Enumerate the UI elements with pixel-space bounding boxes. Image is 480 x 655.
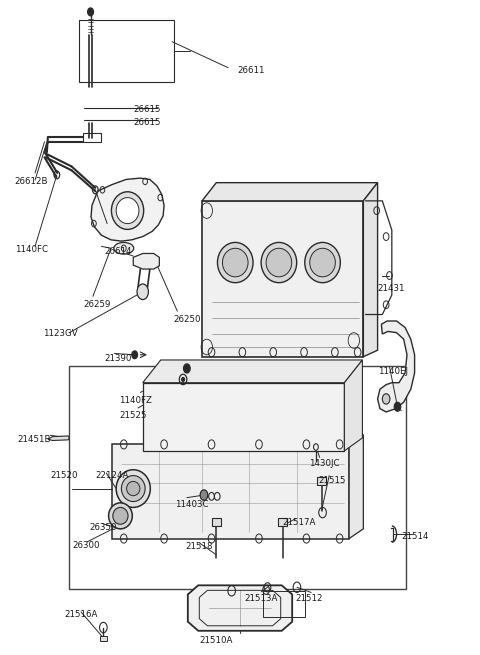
Text: 26612B: 26612B <box>14 177 48 186</box>
Text: 1140EJ: 1140EJ <box>378 367 408 376</box>
Ellipse shape <box>108 503 132 529</box>
Text: 21516A: 21516A <box>64 610 98 619</box>
Ellipse shape <box>266 248 292 277</box>
Bar <box>143 383 344 451</box>
Circle shape <box>88 8 94 16</box>
Text: 26350: 26350 <box>90 523 117 532</box>
Text: 21518: 21518 <box>185 542 213 551</box>
Text: 11403C: 11403C <box>175 500 208 509</box>
Text: 1140FZ: 1140FZ <box>119 396 152 405</box>
Bar <box>263 591 305 616</box>
Text: 26300: 26300 <box>72 540 100 550</box>
Circle shape <box>132 351 137 359</box>
Text: 1430JC: 1430JC <box>309 459 339 468</box>
Text: 26611: 26611 <box>238 66 265 75</box>
Text: 21517A: 21517A <box>283 518 316 527</box>
Text: 21515: 21515 <box>318 476 346 485</box>
Ellipse shape <box>116 470 150 508</box>
Text: 21390: 21390 <box>105 354 132 362</box>
Ellipse shape <box>222 248 248 277</box>
Ellipse shape <box>111 192 144 229</box>
Polygon shape <box>363 183 378 357</box>
Ellipse shape <box>113 508 128 524</box>
Bar <box>278 518 287 525</box>
Polygon shape <box>202 183 378 201</box>
Text: 26250: 26250 <box>174 314 201 324</box>
Text: 21510A: 21510A <box>200 636 233 645</box>
Circle shape <box>394 402 401 411</box>
Ellipse shape <box>305 242 340 283</box>
Polygon shape <box>143 360 362 383</box>
Ellipse shape <box>116 198 139 223</box>
Polygon shape <box>378 321 415 412</box>
Text: 21431: 21431 <box>378 284 405 293</box>
Circle shape <box>183 364 190 373</box>
Bar <box>84 134 101 142</box>
Text: 1140FC: 1140FC <box>14 245 48 254</box>
Ellipse shape <box>310 248 336 277</box>
Text: 21451B: 21451B <box>17 435 50 443</box>
Ellipse shape <box>217 242 253 283</box>
Circle shape <box>181 377 184 381</box>
Circle shape <box>200 490 208 500</box>
Bar <box>79 20 174 82</box>
Text: 26615: 26615 <box>133 119 161 128</box>
Text: 21512: 21512 <box>295 594 323 603</box>
Polygon shape <box>188 586 292 631</box>
Text: 21525: 21525 <box>119 411 146 420</box>
Bar <box>202 201 363 357</box>
Ellipse shape <box>121 476 145 502</box>
Polygon shape <box>133 253 159 269</box>
Text: 26259: 26259 <box>84 300 111 309</box>
Text: 1123GV: 1123GV <box>43 329 78 339</box>
Bar <box>100 636 107 641</box>
Bar <box>69 366 406 589</box>
Bar <box>317 477 326 485</box>
Polygon shape <box>344 360 362 451</box>
Text: 26615: 26615 <box>133 105 161 115</box>
Text: 26614: 26614 <box>105 247 132 256</box>
Text: 21513A: 21513A <box>245 594 278 603</box>
Ellipse shape <box>261 242 297 283</box>
Ellipse shape <box>114 242 134 254</box>
Text: 22124A: 22124A <box>96 471 129 480</box>
Bar <box>112 444 349 538</box>
Ellipse shape <box>127 481 140 496</box>
Bar <box>212 518 220 525</box>
Polygon shape <box>48 436 69 441</box>
Text: 21520: 21520 <box>50 471 78 480</box>
Polygon shape <box>349 435 363 538</box>
Circle shape <box>137 284 148 299</box>
Circle shape <box>383 394 390 404</box>
Text: 21514: 21514 <box>401 532 429 541</box>
Polygon shape <box>91 178 164 241</box>
